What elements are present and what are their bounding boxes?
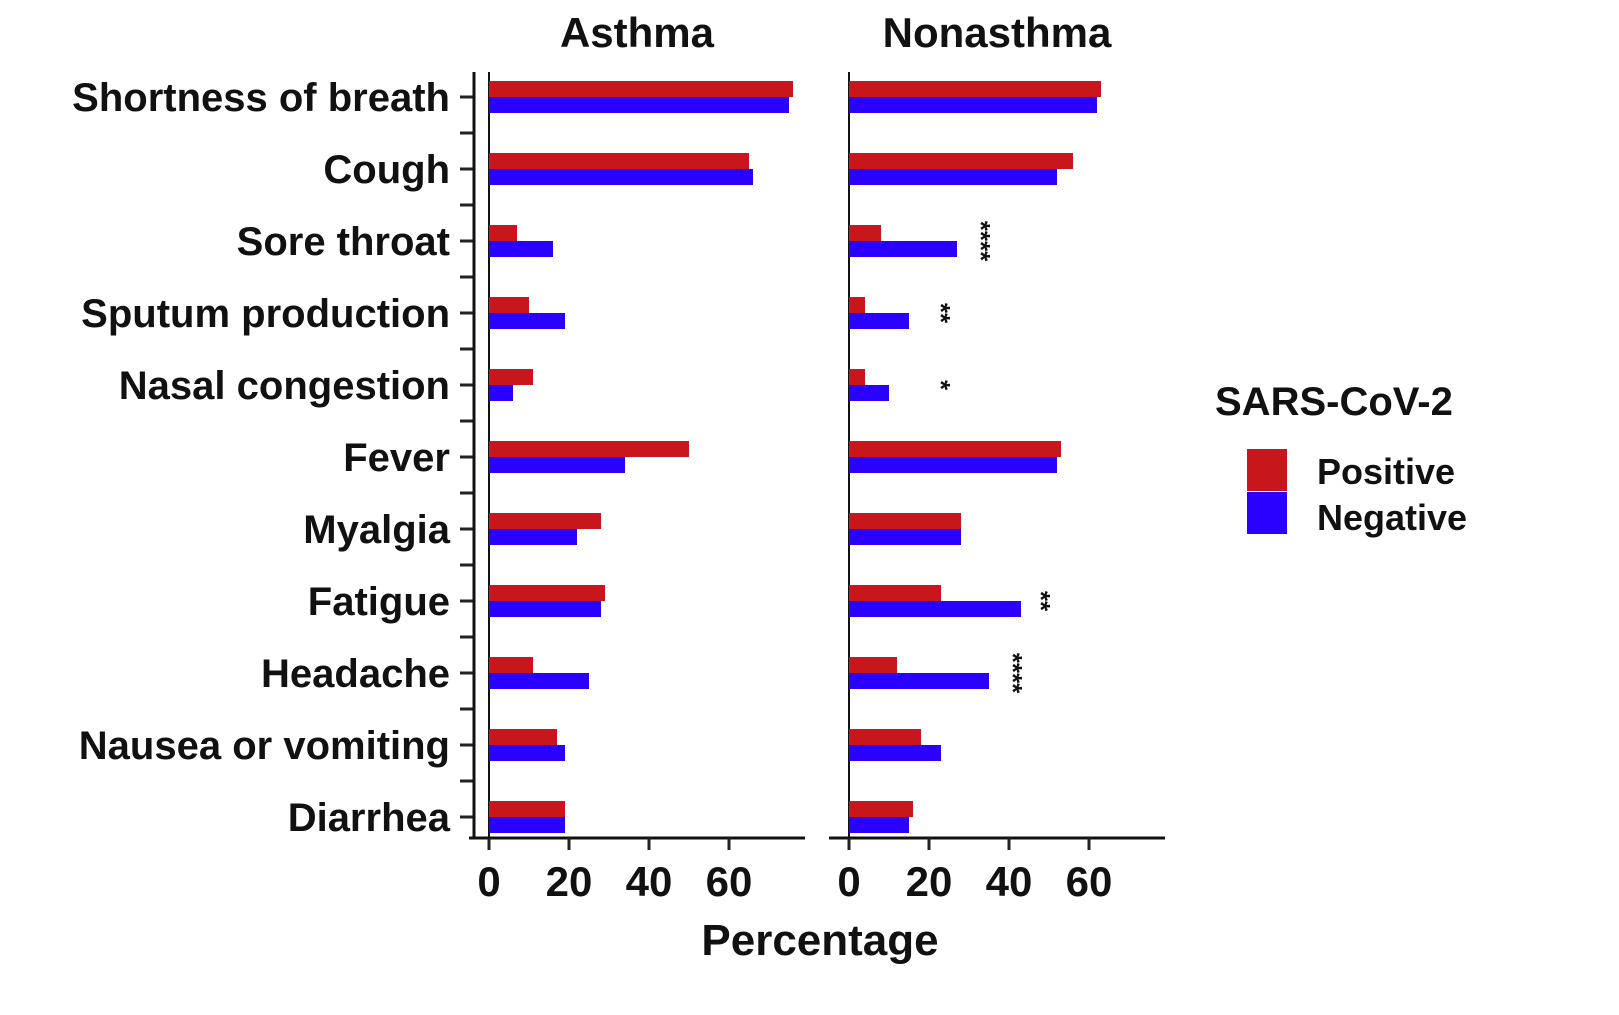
bar-nonasthma-negative: [849, 601, 1021, 617]
bar-asthma-positive: [489, 81, 793, 97]
y-tick-label: Diarrhea: [288, 796, 451, 840]
bar-asthma-negative: [489, 313, 565, 329]
bar-asthma-positive: [489, 657, 533, 673]
significance-annotation: ****: [966, 221, 996, 262]
significance-annotation: **: [1026, 591, 1056, 612]
bar-nonasthma-positive: [849, 225, 881, 241]
bar-nonasthma-negative: [849, 97, 1097, 113]
bar-nonasthma-negative: [849, 745, 941, 761]
x-tick-label: 60: [706, 858, 753, 905]
bar-asthma-positive: [489, 153, 749, 169]
x-axis-label: Percentage: [701, 916, 938, 965]
x-tick-label: 20: [546, 858, 593, 905]
bar-nonasthma-negative: [849, 529, 961, 545]
y-tick-label: Cough: [323, 148, 450, 192]
x-tick-label: 40: [986, 858, 1033, 905]
bar-asthma-negative: [489, 817, 565, 833]
bar-asthma-positive: [489, 585, 605, 601]
x-tick-label: 0: [477, 858, 500, 905]
bar-nonasthma-positive: [849, 81, 1101, 97]
bar-nonasthma-positive: [849, 441, 1061, 457]
bar-asthma-positive: [489, 801, 565, 817]
bar-nonasthma-positive: [849, 297, 865, 313]
legend-label-negative: Negative: [1317, 497, 1467, 538]
bar-asthma-positive: [489, 441, 689, 457]
y-tick-label: Sore throat: [237, 220, 450, 264]
bar-asthma-negative: [489, 241, 553, 257]
bar-nonasthma-positive: [849, 369, 865, 385]
bar-asthma-negative: [489, 457, 625, 473]
y-tick-label: Shortness of breath: [72, 76, 450, 120]
bar-asthma-negative: [489, 385, 513, 401]
bar-nonasthma-negative: [849, 385, 889, 401]
legend-swatch-positive: [1247, 449, 1287, 491]
bar-nonasthma-positive: [849, 657, 897, 673]
bar-asthma-negative: [489, 601, 601, 617]
bar-asthma-negative: [489, 745, 565, 761]
bar-asthma-positive: [489, 513, 601, 529]
bar-asthma-positive: [489, 225, 517, 241]
bar-asthma-positive: [489, 297, 529, 313]
bar-asthma-negative: [489, 673, 589, 689]
significance-annotation: ****: [998, 653, 1028, 694]
x-tick-label: 20: [906, 858, 953, 905]
bar-asthma-negative: [489, 529, 577, 545]
significance-annotation: *: [926, 380, 956, 391]
x-tick-label: 60: [1066, 858, 1113, 905]
bar-nonasthma-negative: [849, 817, 909, 833]
bar-nonasthma-negative: [849, 673, 989, 689]
legend-label-positive: Positive: [1317, 451, 1455, 492]
bar-nonasthma-negative: [849, 457, 1057, 473]
y-tick-label: Nasal congestion: [119, 364, 450, 408]
y-tick-label: Headache: [261, 652, 450, 696]
y-tick-label: Fatigue: [308, 580, 450, 624]
y-tick-label: Myalgia: [303, 508, 450, 552]
bar-nonasthma-negative: [849, 313, 909, 329]
bar-asthma-positive: [489, 369, 533, 385]
panel-title-asthma: Asthma: [560, 9, 715, 56]
bar-nonasthma-negative: [849, 169, 1057, 185]
bar-nonasthma-negative: [849, 241, 957, 257]
bar-nonasthma-positive: [849, 153, 1073, 169]
bar-asthma-negative: [489, 97, 789, 113]
bar-asthma-negative: [489, 169, 753, 185]
bar-nonasthma-positive: [849, 585, 941, 601]
significance-annotation: **: [926, 303, 956, 324]
y-tick-label: Fever: [343, 436, 450, 480]
panel-title-nonasthma: Nonasthma: [883, 9, 1112, 56]
legend-title: SARS-CoV-2: [1215, 380, 1453, 424]
bar-nonasthma-positive: [849, 801, 913, 817]
y-tick-label: Nausea or vomiting: [79, 724, 450, 768]
legend-swatch-negative: [1247, 492, 1287, 534]
bar-nonasthma-positive: [849, 729, 921, 745]
legend: SARS-CoV-2 Positive Negative: [1215, 380, 1467, 538]
x-tick-label: 0: [837, 858, 860, 905]
y-tick-label: Sputum production: [81, 292, 450, 336]
bar-asthma-positive: [489, 729, 557, 745]
bar-nonasthma-positive: [849, 513, 961, 529]
x-tick-label: 40: [626, 858, 673, 905]
